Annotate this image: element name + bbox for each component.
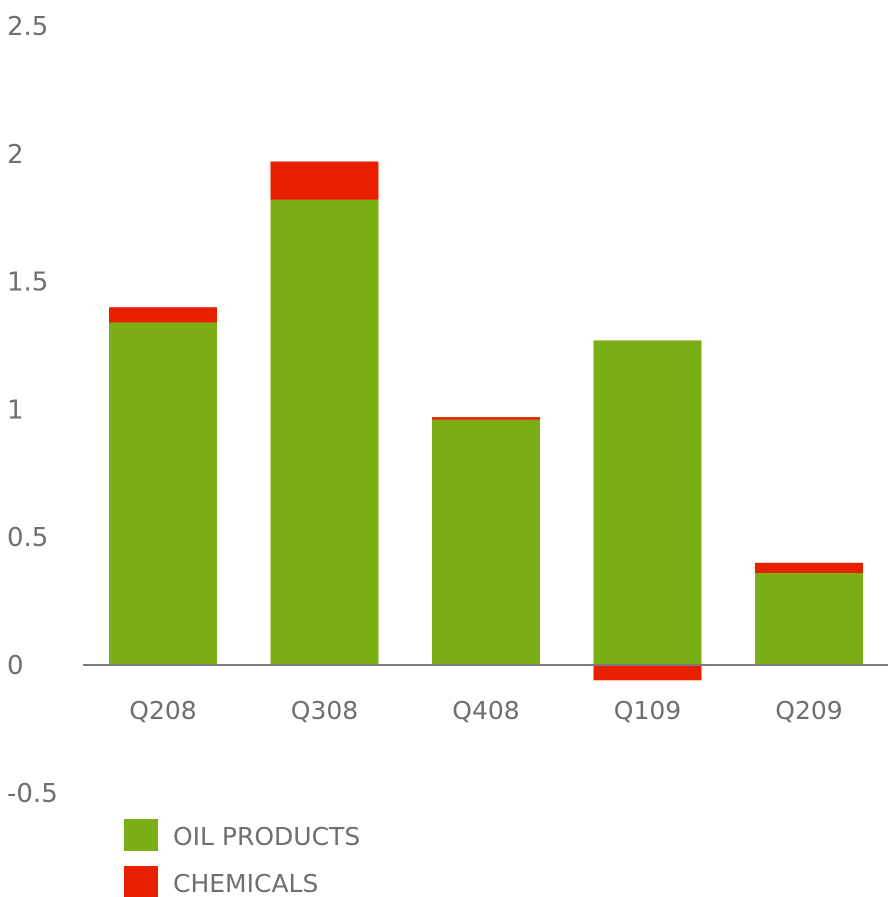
x-tick-label-q208: Q208 [129,696,196,725]
x-tick-label-q109: Q109 [614,696,681,725]
bars-group [109,161,863,681]
y-tick-label: 0.5 [7,523,48,553]
bar-chemicals-q209 [755,562,863,573]
bar-oil-products-q408 [432,419,540,665]
y-tick-label: 0 [7,651,24,681]
legend: OIL PRODUCTS CHEMICALS [124,819,360,897]
x-tick-label-q209: Q209 [775,696,842,725]
x-tick-label-q408: Q408 [452,696,519,725]
y-tick-label: 1.5 [7,268,48,298]
y-tick-label: 2 [7,140,24,170]
bar-oil-products-q109 [593,340,702,665]
bar-oil-products-q209 [755,573,863,665]
y-tick-label: -0.5 [7,779,58,809]
x-axis-ticks: Q208 Q308 Q408 Q109 Q209 [129,696,842,725]
bar-chemicals-q109 [593,665,702,681]
bar-chemicals-q208 [109,307,217,323]
legend-label-oil-products: OIL PRODUCTS [173,822,360,851]
legend-swatch-chemicals [124,866,158,897]
bar-oil-products-q308 [270,199,379,666]
y-tick-label: 2.5 [7,12,48,42]
bar-chemicals-q308 [270,161,379,200]
legend-label-chemicals: CHEMICALS [173,869,318,897]
legend-swatch-oil-products [124,819,158,851]
x-tick-label-q308: Q308 [291,696,358,725]
y-axis-ticks: 2.5 2 1.5 1 0.5 0 -0.5 [7,12,58,809]
bar-chemicals-q408 [432,417,540,420]
y-tick-label: 1 [7,395,24,425]
bar-oil-products-q208 [109,322,217,665]
